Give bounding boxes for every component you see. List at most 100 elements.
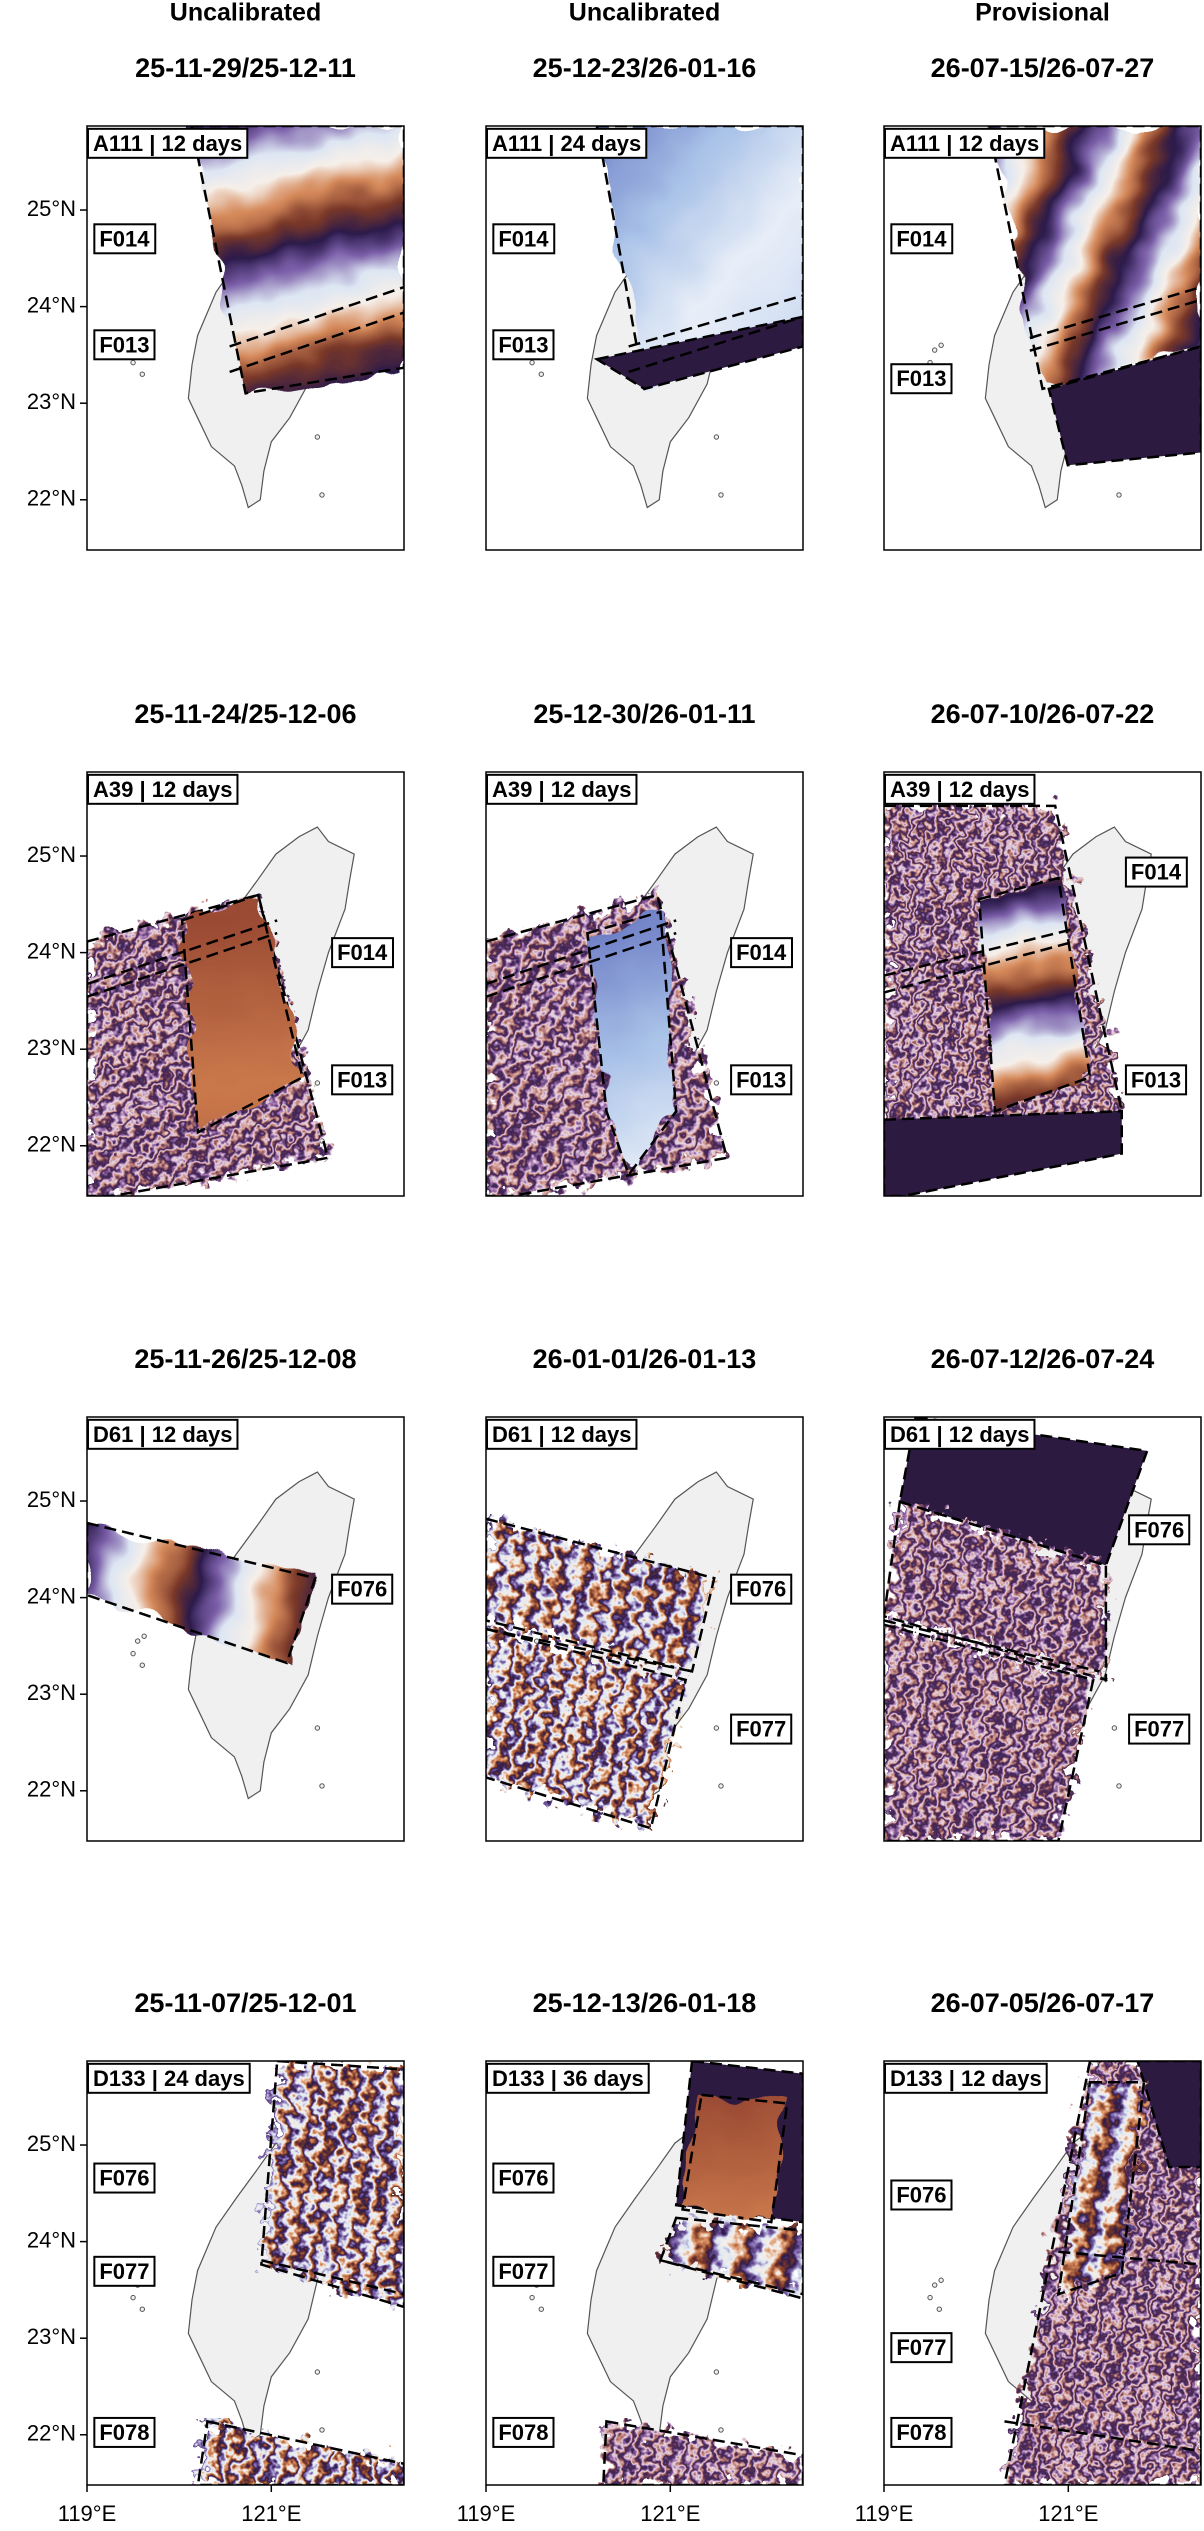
y-tick-label: 23°N (27, 1680, 76, 1705)
y-tick-label: 23°N (27, 1035, 76, 1060)
island (713, 2369, 720, 2375)
island (931, 2282, 938, 2288)
x-tick-label: 121°E (1038, 2501, 1098, 2526)
pass-label: A39 | 12 days (890, 777, 1029, 802)
swath-outline (486, 1627, 688, 1830)
frame-label-box (890, 2332, 953, 2364)
pass-label: A111 | 12 days (93, 131, 242, 156)
island (130, 359, 136, 366)
island (576, 762, 580, 766)
island (931, 347, 938, 353)
map-panel: 26-07-12/26-07-24 D61 | 12 days F076 F077 (883, 1344, 1202, 1842)
interferogram (1058, 2082, 1144, 2295)
island (168, 114, 172, 118)
frame-label: F013 (337, 1067, 387, 1092)
map-area (884, 772, 1201, 1196)
island (718, 2427, 724, 2433)
swath (596, 126, 803, 389)
frame-label: F014 (1131, 860, 1182, 885)
panel-title: 25-12-13/26-01-18 (533, 1988, 757, 2018)
panel-border (883, 2060, 1202, 2486)
panel-title: 25-11-24/25-12-06 (134, 699, 356, 729)
map-panel: 26-07-15/26-07-27 A111 | 12 days F014 F013 (883, 53, 1202, 551)
pass-label-box (87, 127, 249, 159)
swath-outline (87, 893, 330, 1196)
interferogram (884, 1501, 1106, 1680)
island (314, 2369, 321, 2375)
interferogram (884, 1111, 1122, 1196)
frame-label-box (1128, 1514, 1191, 1546)
frame-label: F076 (1134, 1517, 1184, 1542)
frame-boundary (87, 931, 278, 998)
map-area (486, 1417, 803, 1841)
swath-outline (180, 893, 305, 1135)
swath-outline (884, 1500, 1108, 1682)
map-area (884, 1407, 1201, 1841)
panel-title: 25-11-26/25-12-08 (134, 1344, 356, 1374)
frame-label: F078 (896, 2420, 946, 2445)
frame-boundary (261, 2259, 404, 2296)
swath-outline (1047, 345, 1201, 467)
island (974, 1407, 978, 1411)
frame-label-box (730, 1713, 793, 1745)
y-tick-label: 22°N (27, 486, 76, 511)
frame-label: F076 (498, 2166, 548, 2191)
column-header: Uncalibrated (569, 0, 720, 27)
frame-boundary (628, 294, 803, 348)
frame-label: F076 (896, 2182, 946, 2207)
island (168, 1405, 172, 1409)
island (938, 342, 944, 348)
frame-boundary (229, 285, 404, 348)
island (965, 114, 969, 118)
pass-label: D61 | 12 days (890, 1422, 1029, 1447)
swath (486, 1518, 715, 1672)
map-area (884, 114, 1201, 550)
frame-label: F013 (736, 1067, 786, 1092)
island (974, 116, 978, 120)
y-tick-label: 24°N (27, 2227, 76, 2252)
y-tick-label: 22°N (27, 1132, 76, 1157)
frame-label: F013 (99, 332, 149, 357)
pass-label: A111 | 12 days (890, 131, 1039, 156)
interferogram (596, 316, 803, 389)
island (1116, 492, 1122, 498)
swath (261, 2061, 404, 2307)
swath-outline (884, 1109, 1123, 1196)
frame-label-box (492, 223, 556, 255)
swath-outline (593, 315, 803, 391)
panel-title: 25-12-23/26-01-16 (533, 53, 757, 83)
swath-outline (595, 126, 803, 391)
pass-label-box (486, 2062, 650, 2094)
pass-label-box (486, 773, 638, 805)
x-tick-label: 119°E (855, 2501, 914, 2526)
swath-outline (681, 2093, 789, 2224)
swath-outline (884, 1623, 1095, 1841)
map-panel: 25-12-30/26-01-11 A39 | 12 days F014 F013 (485, 699, 804, 1197)
frame-label-box (331, 1573, 394, 1605)
island (319, 2427, 325, 2433)
pass-label: A39 | 12 days (93, 777, 232, 802)
frame-label-box (492, 329, 555, 361)
pass-label-box (486, 127, 648, 159)
x-tick-label: 121°E (241, 2501, 301, 2526)
island (168, 760, 172, 764)
pass-label: D133 | 36 days (492, 2066, 644, 2091)
island (936, 2306, 942, 2312)
frame-boundary (628, 315, 803, 374)
x-tick-label: 121°E (640, 2501, 700, 2526)
frame-label: F076 (337, 1577, 387, 1602)
swath-outline (977, 876, 1092, 1113)
frame-label: F078 (498, 2420, 548, 2445)
island (134, 1638, 141, 1644)
frame-label: F014 (99, 226, 150, 251)
island (139, 1662, 145, 1668)
y-tick-label: 25°N (27, 1487, 76, 1512)
frame-boundary (1004, 2420, 1201, 2453)
map-panel: 25-11-07/25-12-01 D133 | 24 days F076 F077 F… (27, 1988, 405, 2526)
x-tick-label: 119°E (58, 2501, 117, 2526)
panel-title: 25-11-07/25-12-01 (134, 1988, 356, 2018)
frame-boundary (486, 919, 677, 986)
map-panel: 25-11-24/25-12-06 A39 | 12 days F014 F013 22… (27, 699, 405, 1197)
island (713, 1725, 720, 1731)
